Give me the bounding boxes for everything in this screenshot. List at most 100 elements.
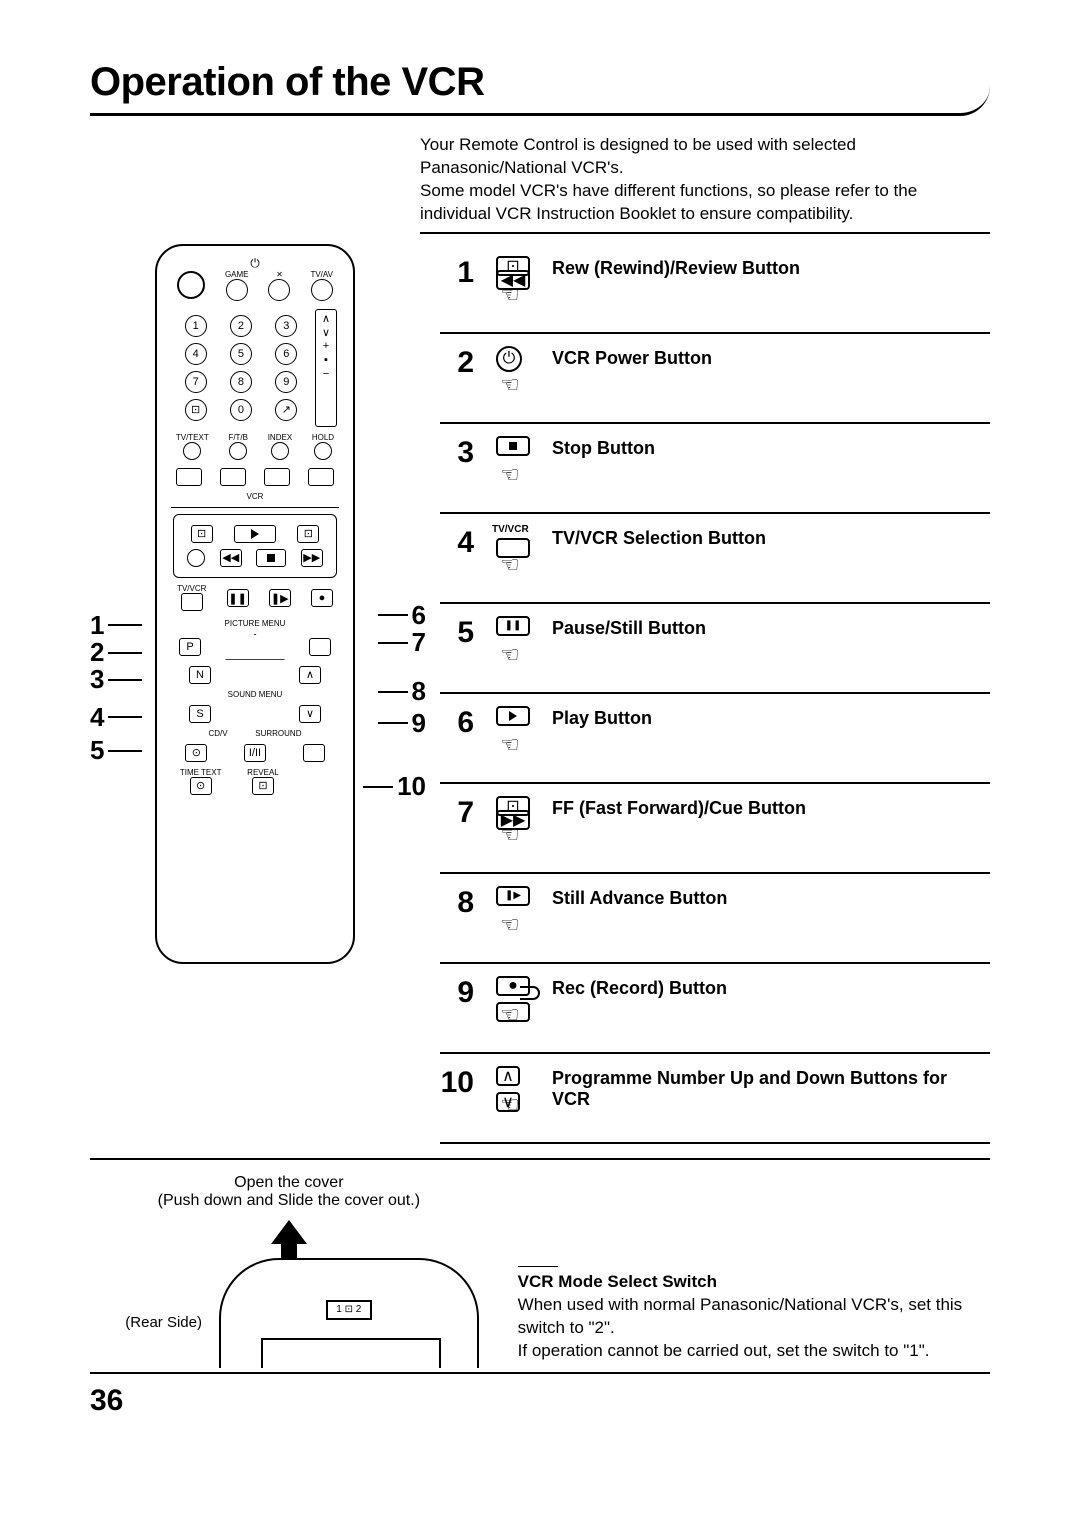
callout-3: 3 xyxy=(90,666,104,693)
callout-8: 8 xyxy=(412,678,426,705)
hand-icon: ☜ xyxy=(500,642,520,668)
timetext-label: TIME TEXT xyxy=(180,768,222,777)
callout-9: 9 xyxy=(412,710,426,737)
button-item-9: 9 ●☜ Rec (Record) Button xyxy=(440,964,990,1054)
game-label: GAME xyxy=(225,270,249,279)
button-num: 6 xyxy=(440,706,474,740)
button-label: Pause/Still Button xyxy=(552,616,706,639)
button-item-5: 5 ❚❚☜ Pause/Still Button xyxy=(440,604,990,694)
button-item-2: 2 ⏻☜ VCR Power Button xyxy=(440,334,990,424)
power-icon: ⏻ xyxy=(250,256,260,271)
button-label: Still Advance Button xyxy=(552,886,727,909)
rec-icon: ●☜ xyxy=(490,976,536,1028)
hand-icon: ☜ xyxy=(500,1092,520,1118)
button-label: Programme Number Up and Down Buttons for… xyxy=(552,1066,990,1110)
main-content: 1 2 3 4 5 6 7 8 9 10 ⏻ GAME xyxy=(90,244,990,1144)
callout-2: 2 xyxy=(90,639,104,666)
callout-5: 5 xyxy=(90,737,104,764)
button-label: Play Button xyxy=(552,706,652,729)
arrow-up-icon xyxy=(271,1220,307,1244)
tvav-button xyxy=(311,279,333,301)
cover-text-1: Open the cover xyxy=(90,1174,488,1192)
callout-4: 4 xyxy=(90,704,104,731)
callouts-left: 1 2 3 4 5 xyxy=(90,612,142,764)
power-icon: ⏻☜ xyxy=(490,346,536,398)
button-item-3: 3 ☜ Stop Button xyxy=(440,424,990,514)
cdv-label: CD/V xyxy=(208,729,227,738)
picmenu-label: PICTURE MENU xyxy=(167,619,343,628)
hand-icon: ☜ xyxy=(500,462,520,488)
p-button: P xyxy=(179,638,201,656)
index-label: INDEX xyxy=(268,433,292,442)
callout-1: 1 xyxy=(90,612,104,639)
ff-icon: ⊡▶▶☜ xyxy=(490,796,536,848)
button-num: 5 xyxy=(440,616,474,650)
callouts-right: 6 7 8 9 10 xyxy=(363,602,426,800)
hand-icon: ☜ xyxy=(500,1002,520,1028)
tvvcr-icon: TV/VCR☜ xyxy=(490,526,536,578)
bottom-section: Open the cover (Push down and Slide the … xyxy=(90,1158,990,1368)
button-label: TV/VCR Selection Button xyxy=(552,526,766,549)
button-item-6: 6 ☜ Play Button xyxy=(440,694,990,784)
button-num: 8 xyxy=(440,886,474,920)
button-list: 1 ⊡◀◀☜ Rew (Rewind)/Review Button 2 ⏻☜ VCR Po… xyxy=(440,244,990,1144)
ftb-label: F/T/B xyxy=(228,433,248,442)
rear-side-block: Open the cover (Push down and Slide the … xyxy=(90,1174,488,1368)
hand-icon: ☜ xyxy=(500,282,520,308)
button-item-7: 7⊡▶▶☜FF (Fast Forward)/Cue Button xyxy=(440,784,990,874)
surround-label: SURROUND xyxy=(255,729,301,738)
hand-icon: ☜ xyxy=(500,732,520,758)
reveal-label: REVEAL xyxy=(247,768,279,777)
hand-icon: ☜ xyxy=(500,822,520,848)
button-label: Rec (Record) Button xyxy=(552,976,727,999)
button-item-4: 4 TV/VCR☜ TV/VCR Selection Button xyxy=(440,514,990,604)
button-num: 1 xyxy=(440,256,474,290)
hold-label: HOLD xyxy=(312,433,334,442)
button-label: FF (Fast Forward)/Cue Button xyxy=(552,796,806,819)
page-title: Operation of the VCR xyxy=(90,60,990,105)
hand-icon: ☜ xyxy=(500,372,520,398)
mute-label: ✕ xyxy=(268,270,290,279)
mode-switch: 1 ⊡ 2 xyxy=(326,1300,372,1320)
button-label: Rew (Rewind)/Review Button xyxy=(552,256,800,279)
game-button xyxy=(226,279,248,301)
mute-button xyxy=(268,279,290,301)
n-button: N xyxy=(189,666,211,684)
vcr-section-label: VCR xyxy=(167,492,343,501)
rear-diagram: 1 ⊡ 2 xyxy=(219,1258,479,1368)
button-label: Stop Button xyxy=(552,436,655,459)
rew-icon: ⊡◀◀☜ xyxy=(490,256,536,308)
hand-icon: ☜ xyxy=(500,552,520,578)
remote-column: 1 2 3 4 5 6 7 8 9 10 ⏻ GAME xyxy=(90,244,420,1144)
stilladv-icon: ❚▶☜ xyxy=(490,886,536,938)
button-item-8: 8 ❚▶☜ Still Advance Button xyxy=(440,874,990,964)
hand-icon: ☜ xyxy=(500,912,520,938)
title-container: Operation of the VCR xyxy=(90,60,990,116)
arrow-stem xyxy=(281,1244,297,1258)
callout-7: 7 xyxy=(412,629,426,656)
button-num: 4 xyxy=(440,526,474,560)
remote-illustration: ⏻ GAME ✕ TV/AV xyxy=(155,244,355,964)
power-button-remote xyxy=(177,271,205,299)
button-label: VCR Power Button xyxy=(552,346,712,369)
rear-side-label: (Rear Side) xyxy=(90,1314,210,1331)
tvvcr-label: TV/VCR xyxy=(177,584,206,593)
callout-10: 10 xyxy=(397,773,426,800)
updown-icon: ∧∨☜ xyxy=(490,1066,536,1118)
channel-updown: ∧∨+▪− xyxy=(315,309,337,427)
stop-icon: ☜ xyxy=(490,436,536,488)
callout-6: 6 xyxy=(412,602,426,629)
button-num: 2 xyxy=(440,346,474,380)
button-num: 3 xyxy=(440,436,474,470)
play-icon: ☜ xyxy=(490,706,536,758)
mode-switch-heading: VCR Mode Select Switch xyxy=(518,1272,717,1291)
tvav-label: TV/AV xyxy=(310,270,333,279)
s-button: S xyxy=(189,705,211,723)
cover-text-2: (Push down and Slide the cover out.) xyxy=(90,1192,488,1210)
pause-icon: ❚❚☜ xyxy=(490,616,536,668)
mode-switch-text: VCR Mode Select Switch When used with no… xyxy=(518,1174,990,1363)
button-item-10: 10∧∨☜Programme Number Up and Down Button… xyxy=(440,1054,990,1144)
button-num: 9 xyxy=(440,976,474,1010)
tvtext-label: TV/TEXT xyxy=(176,433,209,442)
mode-switch-body: When used with normal Panasonic/National… xyxy=(518,1295,963,1360)
